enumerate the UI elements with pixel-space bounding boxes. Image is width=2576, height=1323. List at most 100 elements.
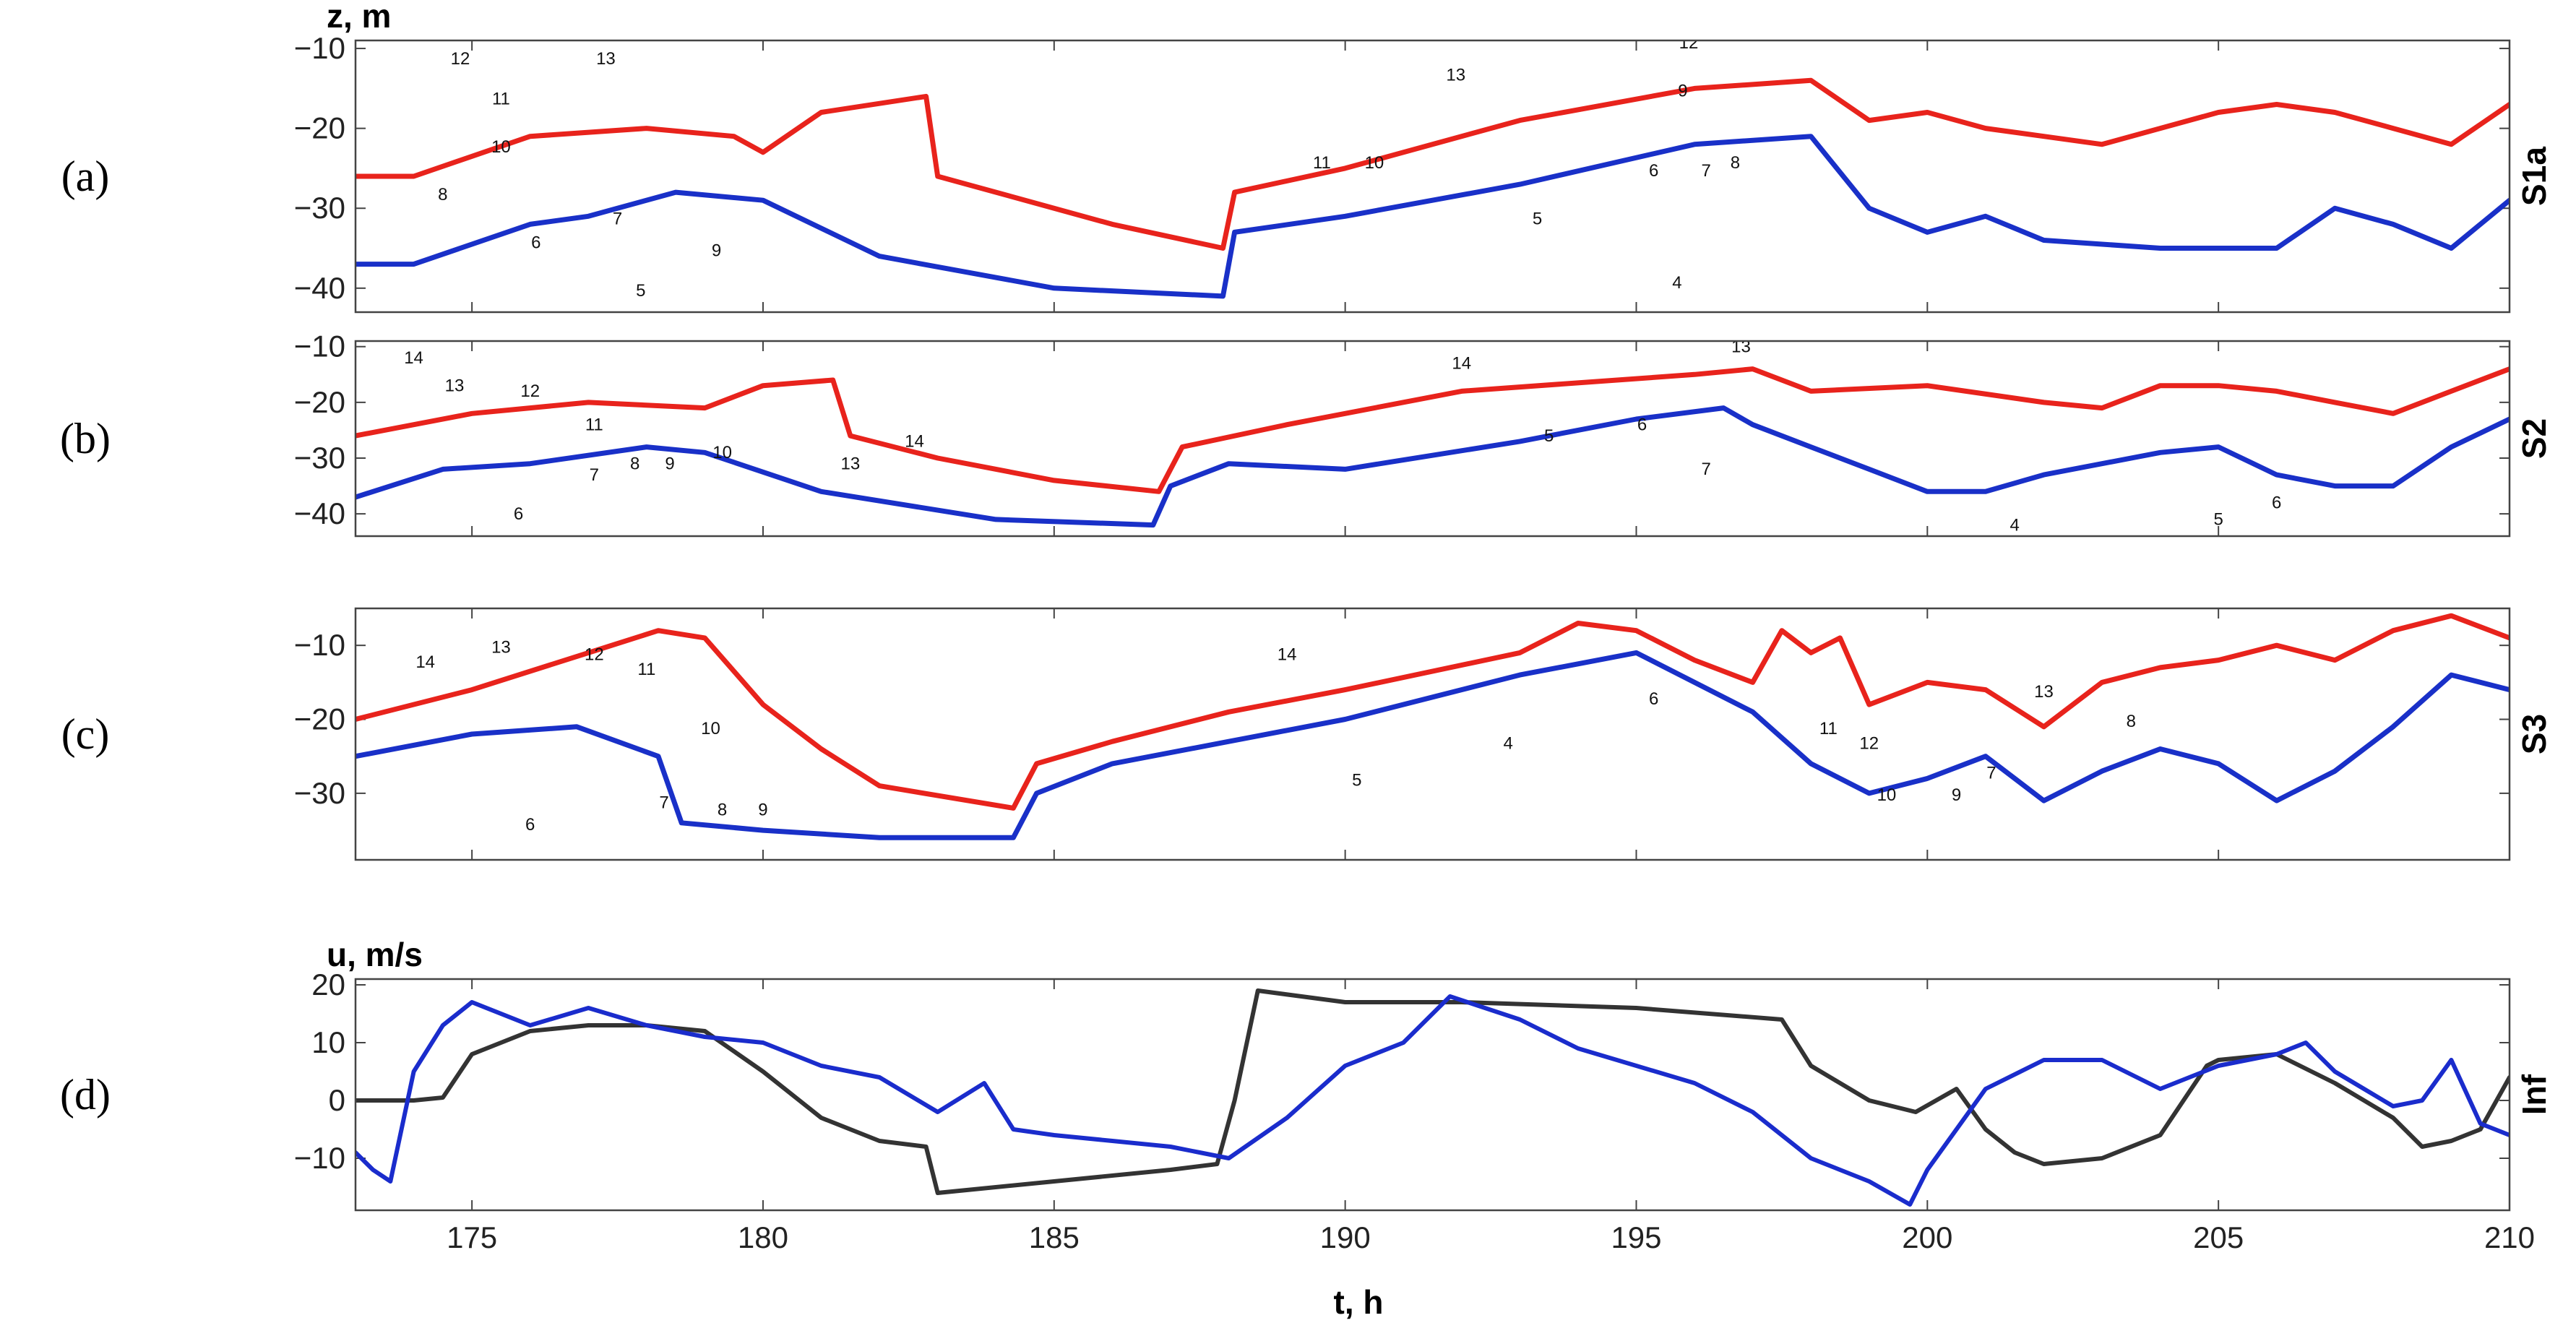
series-line-1 [356, 77, 2510, 251]
panel-2: −10 −20 −30 −40 14 13 12 11 10 9 8 7 6 14 13 14 13 6 7 5 6 4 5… [60, 329, 2553, 538]
isoline-label: 12 [520, 382, 540, 401]
y-tick-label: −10 [294, 628, 345, 662]
x-tick-label: 190 [1320, 1220, 1371, 1254]
y-tick-label: −20 [294, 111, 345, 145]
plot-frame [354, 978, 2511, 1212]
isoline-label: 7 [659, 793, 668, 812]
series-line-1 [356, 988, 2510, 1195]
y-tick-label: 10 [311, 1025, 345, 1059]
x-tick-label: 200 [1902, 1220, 1952, 1254]
y-tick-label: −10 [294, 329, 345, 363]
isoline-label: 8 [1731, 153, 1740, 173]
x-tick-label: 180 [738, 1220, 788, 1254]
isoline-label: 10 [1877, 785, 1897, 805]
plot-frame [354, 340, 2511, 538]
isoline-label: 8 [438, 185, 447, 204]
isoline-label: 13 [445, 376, 465, 395]
series-line-1 [356, 366, 2510, 494]
isoline-label: 13 [840, 454, 860, 473]
series-line-2 [356, 650, 2510, 840]
isoline-label: 6 [531, 233, 540, 253]
isoline-label: 8 [718, 801, 727, 820]
isoline-label: 4 [2009, 515, 2019, 535]
isoline-label: 6 [1649, 161, 1658, 181]
plot-frame [354, 607, 2511, 861]
series-group [356, 988, 2510, 1207]
isoline-label: 13 [1446, 65, 1465, 85]
panel-tag: (a) [61, 152, 110, 200]
isoline-label: 12 [1679, 33, 1699, 53]
y-tick-label: −20 [294, 385, 345, 419]
isoline-label: 9 [758, 801, 767, 820]
isoline-label: 4 [1672, 273, 1681, 293]
plot-area [356, 979, 2510, 1210]
isoline-label: 7 [1986, 763, 1996, 783]
panel-3: −10 −20 −30 14 13 12 11 10 9 8 7 6 14 5 4 6 11 12 10 9 7 13 8 (… [61, 607, 2553, 861]
x-tick-label: 175 [447, 1220, 497, 1254]
series-line-1 [356, 613, 2510, 811]
y-tick-label: −40 [294, 496, 345, 530]
isoline-label: 12 [1859, 733, 1879, 753]
isoline-label: 7 [1701, 460, 1710, 479]
x-tick-label: 205 [2193, 1220, 2244, 1254]
isoline-label: 13 [491, 637, 511, 657]
y-tick-label: −20 [294, 702, 345, 736]
series-line-2 [356, 405, 2510, 528]
y-tick-label: 20 [311, 968, 345, 1001]
isoline-label: 7 [613, 209, 622, 228]
isoline-label: 13 [1731, 337, 1751, 356]
isoline-label: 6 [525, 815, 535, 835]
y-tick-label: −10 [294, 31, 345, 65]
series-group: 14 13 12 11 10 9 8 7 6 14 5 4 6 11 12 10 9 7 13 8 [356, 613, 2510, 840]
plot-area [356, 341, 2510, 536]
isoline-label: 11 [1819, 719, 1838, 738]
x-tick-label: 185 [1029, 1220, 1080, 1254]
isoline-label: 7 [590, 465, 599, 485]
isoline-label: 5 [1352, 771, 1361, 790]
y-tick-label: −10 [294, 1141, 345, 1175]
panel-1: −10 −20 −30 −40 12 13 11 10 8 7 6 9 5 11 10 13 12 9 6 7 8 5 4 (… [61, 0, 2553, 314]
panel-tag: (c) [61, 710, 110, 758]
y-tick-label: 0 [329, 1083, 345, 1117]
station-label: Inf [2515, 1074, 2553, 1115]
series-group: 14 13 12 11 10 9 8 7 6 14 13 14 13 6 7 5 6 4 5 [356, 337, 2510, 535]
station-label: S1a [2515, 147, 2553, 206]
isoline-label: 7 [1701, 161, 1710, 181]
isoline-label: 9 [1952, 785, 1961, 805]
isoline-label: 14 [905, 432, 924, 452]
panel-tag: (b) [60, 415, 111, 462]
isoline-label: 6 [1637, 415, 1647, 434]
isoline-label: 9 [712, 241, 721, 261]
isoline-label: 6 [2272, 493, 2281, 512]
isoline-label: 9 [665, 454, 674, 473]
isoline-label: 13 [596, 49, 616, 69]
isoline-label: 4 [1504, 733, 1513, 753]
plot-area [356, 40, 2510, 312]
plot-frame [354, 39, 2511, 314]
y-axis-title: u, m/s [327, 936, 423, 973]
isoline-label: 9 [1678, 81, 1687, 100]
isoline-label: 6 [514, 504, 523, 524]
isoline-label: 8 [2127, 712, 2136, 731]
isoline-label: 8 [630, 454, 639, 473]
y-tick-label: −30 [294, 441, 345, 475]
y-tick-label: −40 [294, 271, 345, 305]
isoline-label: 11 [1313, 153, 1331, 173]
isoline-label: 14 [415, 652, 435, 672]
panel-tag: (d) [60, 1071, 111, 1119]
x-tick-label: 195 [1611, 1220, 1661, 1254]
isoline-label: 11 [637, 660, 655, 679]
isoline-label: 14 [404, 348, 423, 368]
station-label: S3 [2515, 714, 2553, 754]
isoline-label: 12 [451, 49, 470, 69]
isoline-label: 11 [492, 89, 510, 108]
panel-4: 20 10 0 −10 175 180 185 190 195 200 205 210 (d) Inf u,… [60, 936, 2553, 1254]
isoline-label: 5 [1533, 209, 1542, 228]
isoline-label: 14 [1452, 354, 1471, 374]
isoline-label: 5 [636, 281, 645, 301]
x-tick-label: 210 [2484, 1220, 2535, 1254]
isoline-label: 12 [585, 645, 604, 665]
series-line-2 [356, 134, 2510, 299]
station-label: S2 [2515, 418, 2553, 459]
